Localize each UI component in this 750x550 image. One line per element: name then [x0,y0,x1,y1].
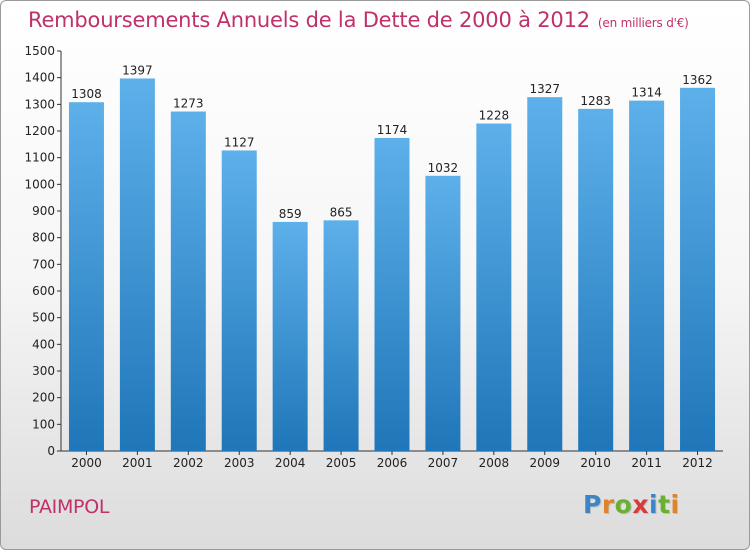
logo-letter: r [601,490,615,519]
bar [680,87,716,452]
x-tick-label: 2002 [173,456,204,470]
y-tick-label: 400 [32,337,55,351]
x-tick-label: 2007 [428,456,459,470]
bar [425,175,461,452]
chart-title-text: Remboursements Annuels de la Dette de 20… [28,8,590,32]
bar [527,97,563,451]
bar [629,100,665,451]
chart-title: Remboursements Annuels de la Dette de 20… [28,8,689,32]
y-tick-label: 1500 [24,44,55,58]
logo-letter: i [649,490,659,519]
data-label: 1283 [580,94,611,108]
bar [578,108,614,451]
chart-bars: 1308 1397 1273 1127 859 865 1174 1032 1228 1327 12… [68,63,716,452]
data-label: 1273 [173,97,204,111]
bar-chart: 0 100 200 300 400 500 600 700 800 900 1000 1100 1200… [24,44,723,470]
x-tick-label: 2011 [631,456,662,470]
chart-axes: 0 100 200 300 400 500 600 700 800 900 1000 1100 1200… [24,44,723,470]
y-tick-label: 200 [32,391,55,405]
x-tick-label: 2005 [326,456,357,470]
proxiti-logo: Proxiti [583,490,680,519]
y-tick-label: 800 [32,231,55,245]
bar [476,123,512,452]
data-label: 1314 [631,86,662,100]
y-tick-label: 0 [47,444,55,458]
logo-letter: t [658,490,671,519]
data-label: 859 [279,207,302,221]
y-tick-label: 100 [32,417,55,431]
logo-letter: x [632,490,649,519]
data-label: 1032 [428,161,459,175]
bar [119,78,155,451]
data-label: 1228 [479,109,510,123]
y-tick-label: 600 [32,284,55,298]
bar [272,221,308,451]
data-label: 1397 [122,63,153,77]
y-tick-label: 900 [32,204,55,218]
x-tick-label: 2001 [122,456,153,470]
x-tick-label: 2009 [529,456,560,470]
y-tick-label: 1100 [24,151,55,165]
x-tick-label: 2004 [275,456,306,470]
commune-name: PAIMPOL [29,496,110,518]
x-tick-label: 2006 [377,456,408,470]
x-tick-label: 2010 [580,456,611,470]
logo-letter: P [583,490,602,519]
bar [68,102,104,451]
data-label: 1362 [682,73,713,87]
unit-note: (en milliers d'€) [597,16,689,30]
x-tick-label: 2012 [682,456,713,470]
data-label: 1308 [71,87,102,101]
y-tick-label: 700 [32,257,55,271]
x-tick-label: 2008 [479,456,510,470]
y-tick-label: 1200 [24,124,55,138]
x-tick-label: 2003 [224,456,255,470]
logo-letter: o [614,490,633,519]
data-label: 1327 [529,82,560,96]
bar [170,111,206,452]
data-label: 1127 [224,135,255,149]
logo-letter: i [670,490,680,519]
y-tick-label: 300 [32,364,55,378]
y-tick-label: 1300 [24,97,55,111]
bar [374,137,410,451]
bar [221,150,257,451]
x-tick-label: 2000 [71,456,102,470]
data-label: 1174 [377,123,408,137]
y-tick-label: 500 [32,311,55,325]
y-tick-label: 1400 [24,71,55,85]
data-label: 865 [330,205,353,219]
bar [323,220,359,451]
y-tick-label: 1000 [24,177,55,191]
